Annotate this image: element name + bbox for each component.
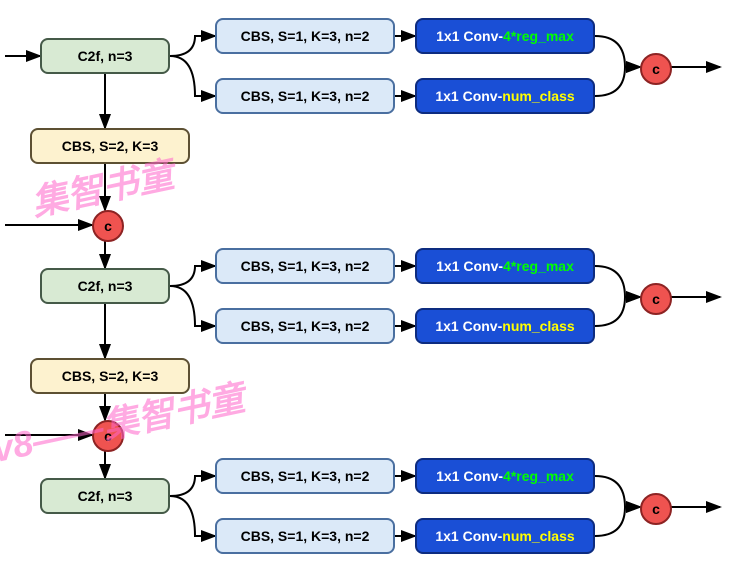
node-concat-right-1: c: [640, 53, 672, 85]
node-c2f-1: C2f, n=3: [40, 38, 170, 74]
suffix: 4*reg_max: [503, 258, 574, 274]
label: CBS, S=2, K=3: [62, 138, 159, 154]
label: CBS, S=1, K=3, n=2: [241, 28, 370, 44]
node-cbs-right-3a: CBS, S=1, K=3, n=2: [215, 458, 395, 494]
node-concat-right-2: c: [640, 283, 672, 315]
prefix: 1x1 Conv-: [435, 318, 502, 334]
suffix: num_class: [502, 318, 574, 334]
node-conv-1b: 1x1 Conv-num_class: [415, 78, 595, 114]
node-cbs-left-2: CBS, S=2, K=3: [30, 358, 190, 394]
diagram-canvas: C2f, n=3 CBS, S=2, K=3 c C2f, n=3 CBS, S…: [0, 0, 732, 567]
label: C2f, n=3: [78, 48, 133, 64]
node-cbs-right-2b: CBS, S=1, K=3, n=2: [215, 308, 395, 344]
suffix: 4*reg_max: [503, 28, 574, 44]
node-conv-3a: 1x1 Conv-4*reg_max: [415, 458, 595, 494]
prefix: 1x1 Conv-: [436, 28, 503, 44]
label: C2f, n=3: [78, 488, 133, 504]
node-c2f-2: C2f, n=3: [40, 268, 170, 304]
suffix: num_class: [502, 88, 574, 104]
node-conv-1a: 1x1 Conv-4*reg_max: [415, 18, 595, 54]
node-conv-2b: 1x1 Conv-num_class: [415, 308, 595, 344]
label: C2f, n=3: [78, 278, 133, 294]
node-cbs-right-3b: CBS, S=1, K=3, n=2: [215, 518, 395, 554]
node-cbs-right-1a: CBS, S=1, K=3, n=2: [215, 18, 395, 54]
label: c: [104, 428, 112, 444]
suffix: num_class: [502, 528, 574, 544]
node-concat-right-3: c: [640, 493, 672, 525]
label: CBS, S=1, K=3, n=2: [241, 88, 370, 104]
label: c: [104, 218, 112, 234]
suffix: 4*reg_max: [503, 468, 574, 484]
prefix: 1x1 Conv-: [436, 468, 503, 484]
node-concat-left-2: c: [92, 420, 124, 452]
prefix: 1x1 Conv-: [435, 88, 502, 104]
label: CBS, S=1, K=3, n=2: [241, 468, 370, 484]
node-conv-2a: 1x1 Conv-4*reg_max: [415, 248, 595, 284]
node-cbs-right-1b: CBS, S=1, K=3, n=2: [215, 78, 395, 114]
label: c: [652, 501, 660, 517]
node-c2f-3: C2f, n=3: [40, 478, 170, 514]
node-conv-3b: 1x1 Conv-num_class: [415, 518, 595, 554]
label: CBS, S=1, K=3, n=2: [241, 318, 370, 334]
node-concat-left-1: c: [92, 210, 124, 242]
label: c: [652, 61, 660, 77]
node-cbs-left-1: CBS, S=2, K=3: [30, 128, 190, 164]
label: c: [652, 291, 660, 307]
label: CBS, S=1, K=3, n=2: [241, 528, 370, 544]
label: CBS, S=1, K=3, n=2: [241, 258, 370, 274]
label: CBS, S=2, K=3: [62, 368, 159, 384]
node-cbs-right-2a: CBS, S=1, K=3, n=2: [215, 248, 395, 284]
prefix: 1x1 Conv-: [436, 258, 503, 274]
prefix: 1x1 Conv-: [435, 528, 502, 544]
